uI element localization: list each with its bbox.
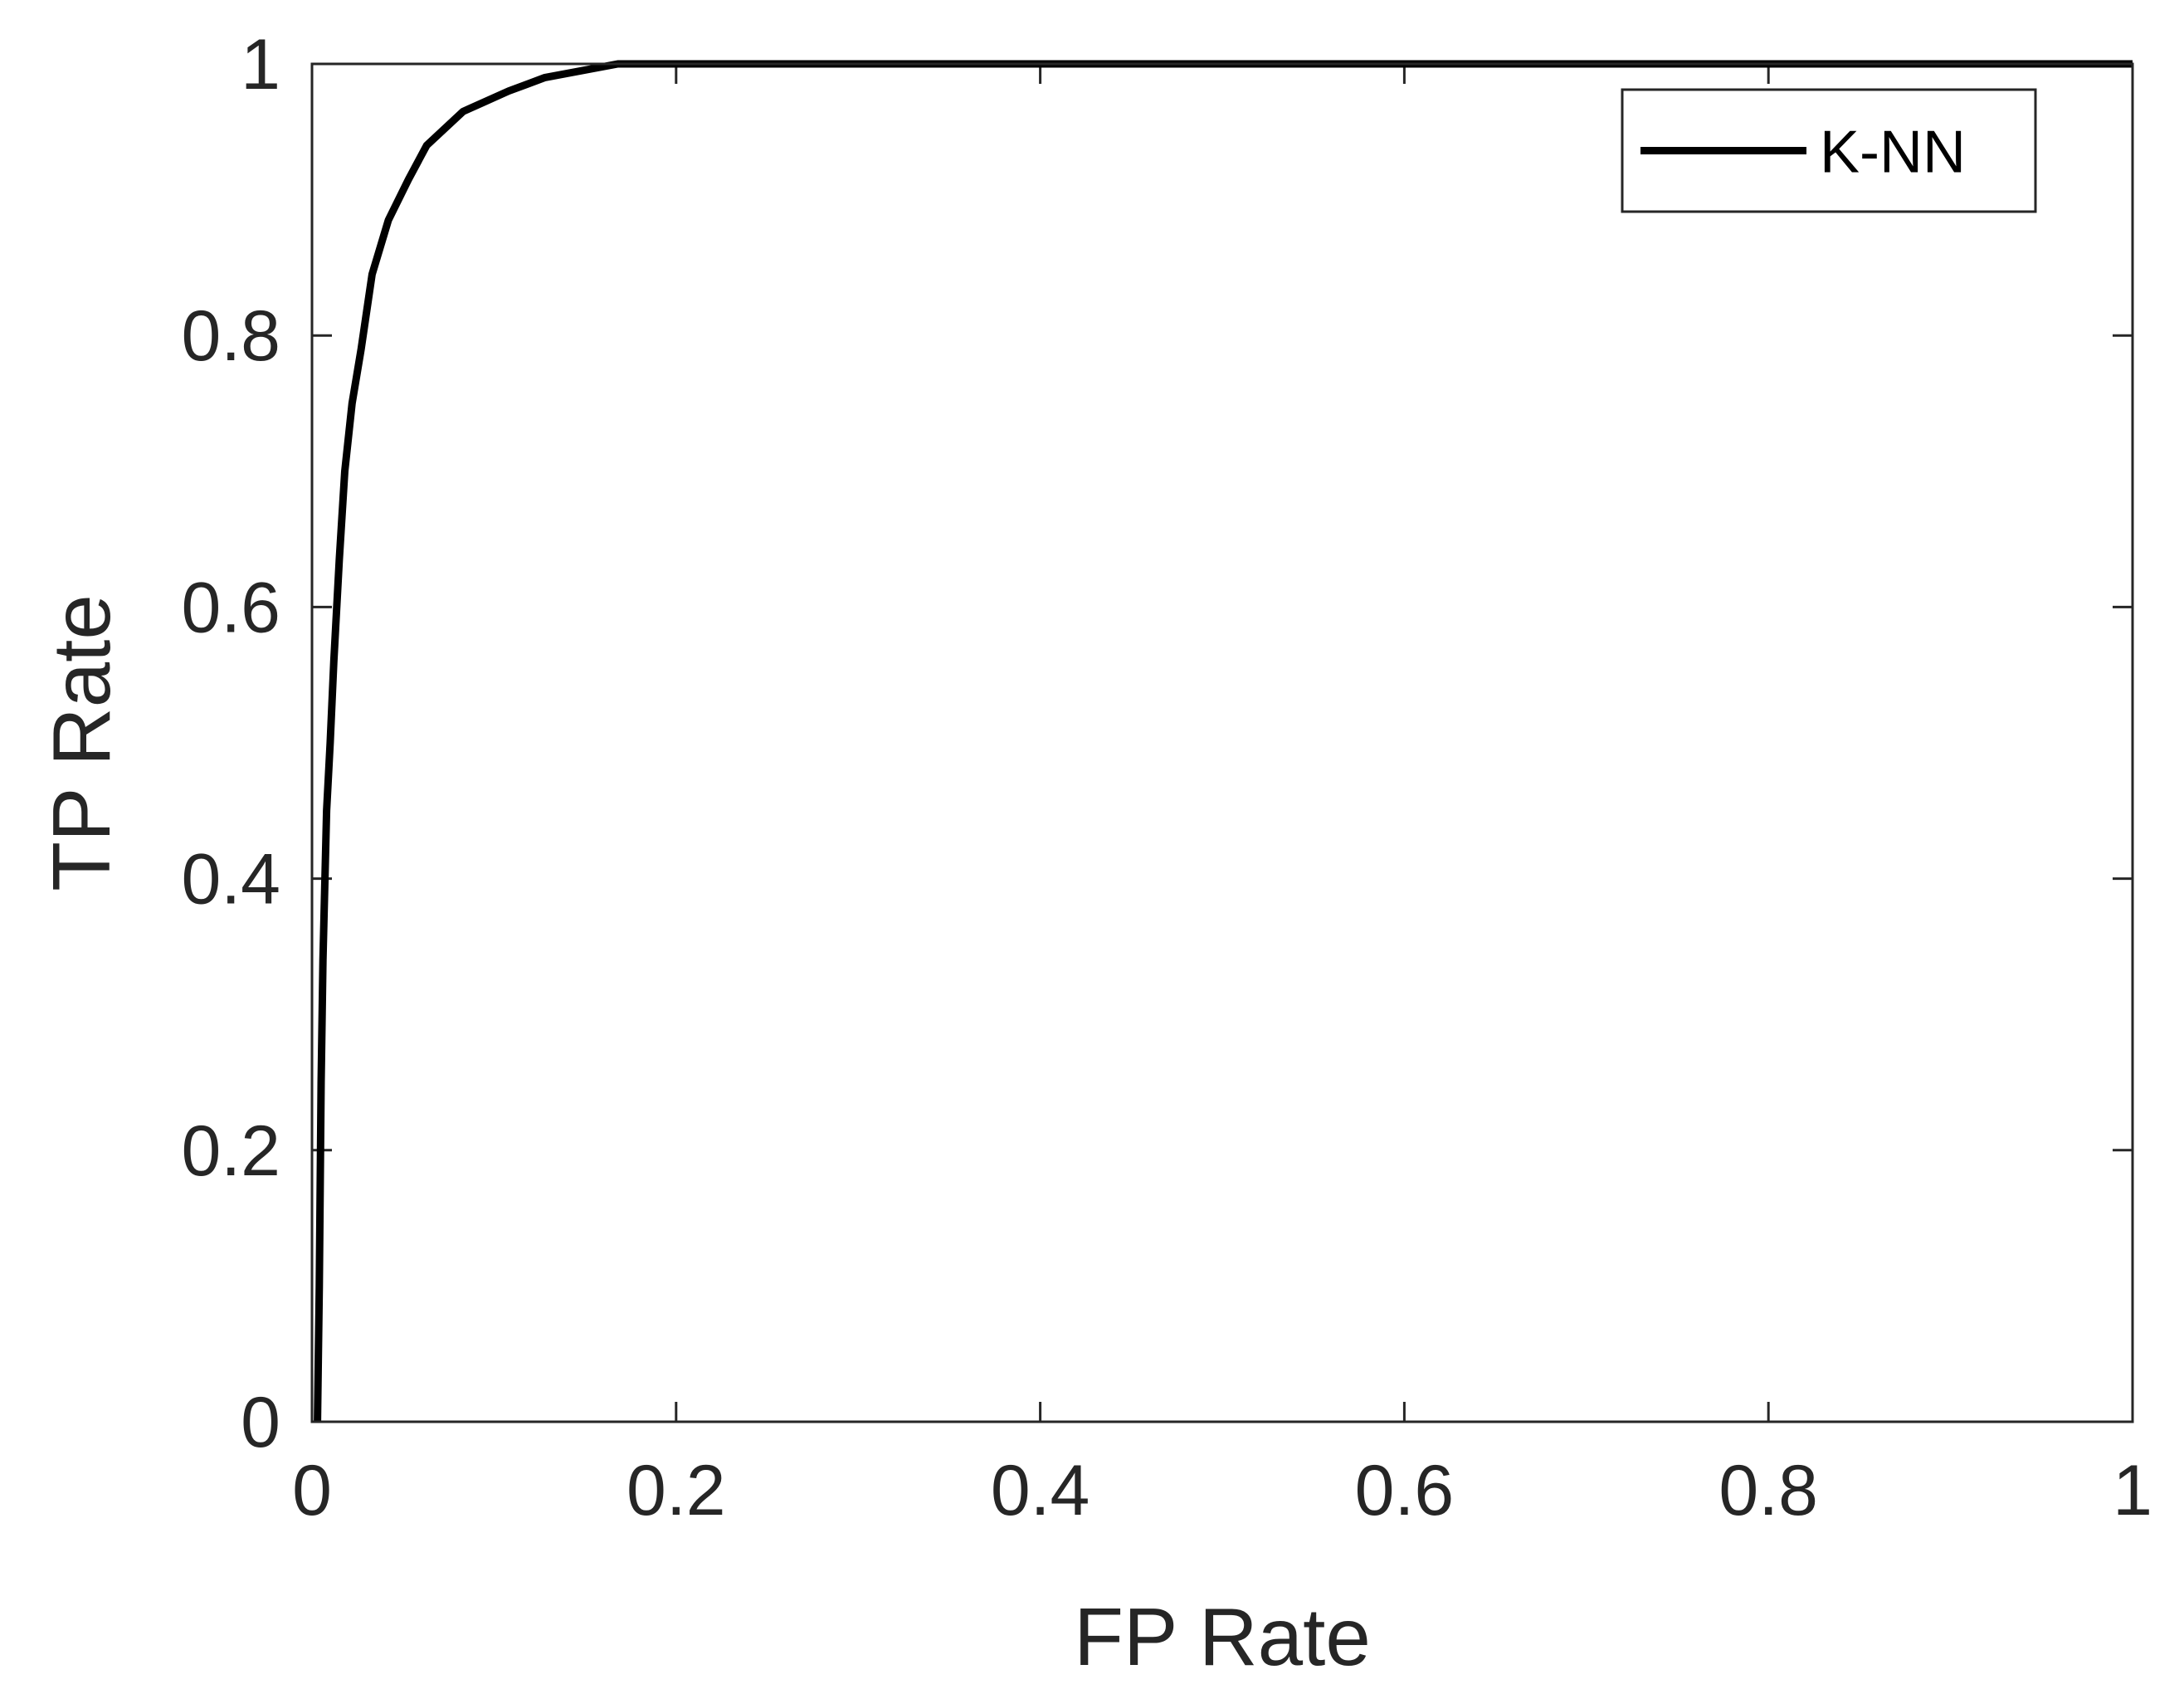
x-tick-label: 0.2 bbox=[626, 1451, 726, 1530]
y-tick-label: 0.2 bbox=[181, 1111, 280, 1191]
x-tick-labels: 0 0.2 0.4 0.6 0.8 1 bbox=[292, 1451, 2152, 1530]
y-tick-label: 0.4 bbox=[181, 840, 280, 920]
y-tick-label: 0.8 bbox=[181, 296, 280, 376]
x-tick-label: 0.6 bbox=[1355, 1451, 1455, 1530]
x-axis-label: FP Rate bbox=[1074, 1591, 1371, 1682]
x-tick-label: 0.8 bbox=[1718, 1451, 1818, 1530]
y-tick-label: 1 bbox=[241, 25, 280, 105]
x-tick-label: 1 bbox=[2113, 1451, 2152, 1530]
plot-area-frame bbox=[310, 62, 2134, 1423]
legend: K-NN bbox=[1621, 88, 2037, 213]
legend-label-k-nn: K-NN bbox=[1820, 120, 1966, 186]
y-axis-label: TP Rate bbox=[36, 594, 127, 891]
x-tick-label: 0.4 bbox=[991, 1451, 1090, 1530]
y-tick-labels: 0 0.2 0.4 0.6 0.8 1 bbox=[181, 25, 280, 1462]
y-tick-label: 0 bbox=[241, 1383, 280, 1462]
y-tick-label: 0.6 bbox=[181, 568, 280, 647]
x-tick-label: 0 bbox=[292, 1451, 332, 1530]
